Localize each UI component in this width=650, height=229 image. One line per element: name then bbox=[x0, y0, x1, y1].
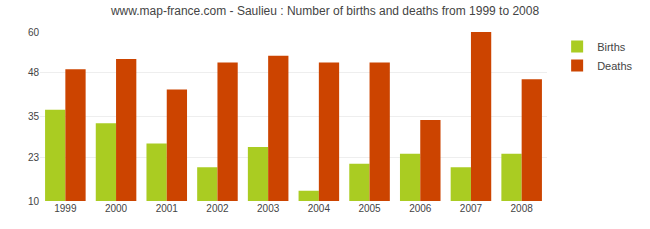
svg-text:10: 10 bbox=[28, 196, 40, 207]
svg-text:1999: 1999 bbox=[54, 203, 77, 214]
svg-text:2005: 2005 bbox=[358, 203, 381, 214]
svg-text:2003: 2003 bbox=[257, 203, 280, 214]
svg-text:Births: Births bbox=[597, 41, 626, 53]
svg-text:60: 60 bbox=[28, 27, 40, 38]
svg-text:Deaths: Deaths bbox=[597, 60, 632, 72]
svg-text:www.map-france.com - Saulieu :: www.map-france.com - Saulieu : Number of… bbox=[110, 4, 540, 18]
svg-text:23: 23 bbox=[28, 152, 40, 163]
svg-text:2006: 2006 bbox=[409, 203, 432, 214]
svg-text:2008: 2008 bbox=[511, 203, 534, 214]
svg-text:2004: 2004 bbox=[308, 203, 331, 214]
svg-text:2007: 2007 bbox=[460, 203, 483, 214]
svg-text:2000: 2000 bbox=[105, 203, 128, 214]
svg-text:2002: 2002 bbox=[206, 203, 229, 214]
svg-text:2001: 2001 bbox=[156, 203, 179, 214]
svg-text:48: 48 bbox=[28, 67, 40, 78]
svg-text:35: 35 bbox=[28, 111, 40, 122]
